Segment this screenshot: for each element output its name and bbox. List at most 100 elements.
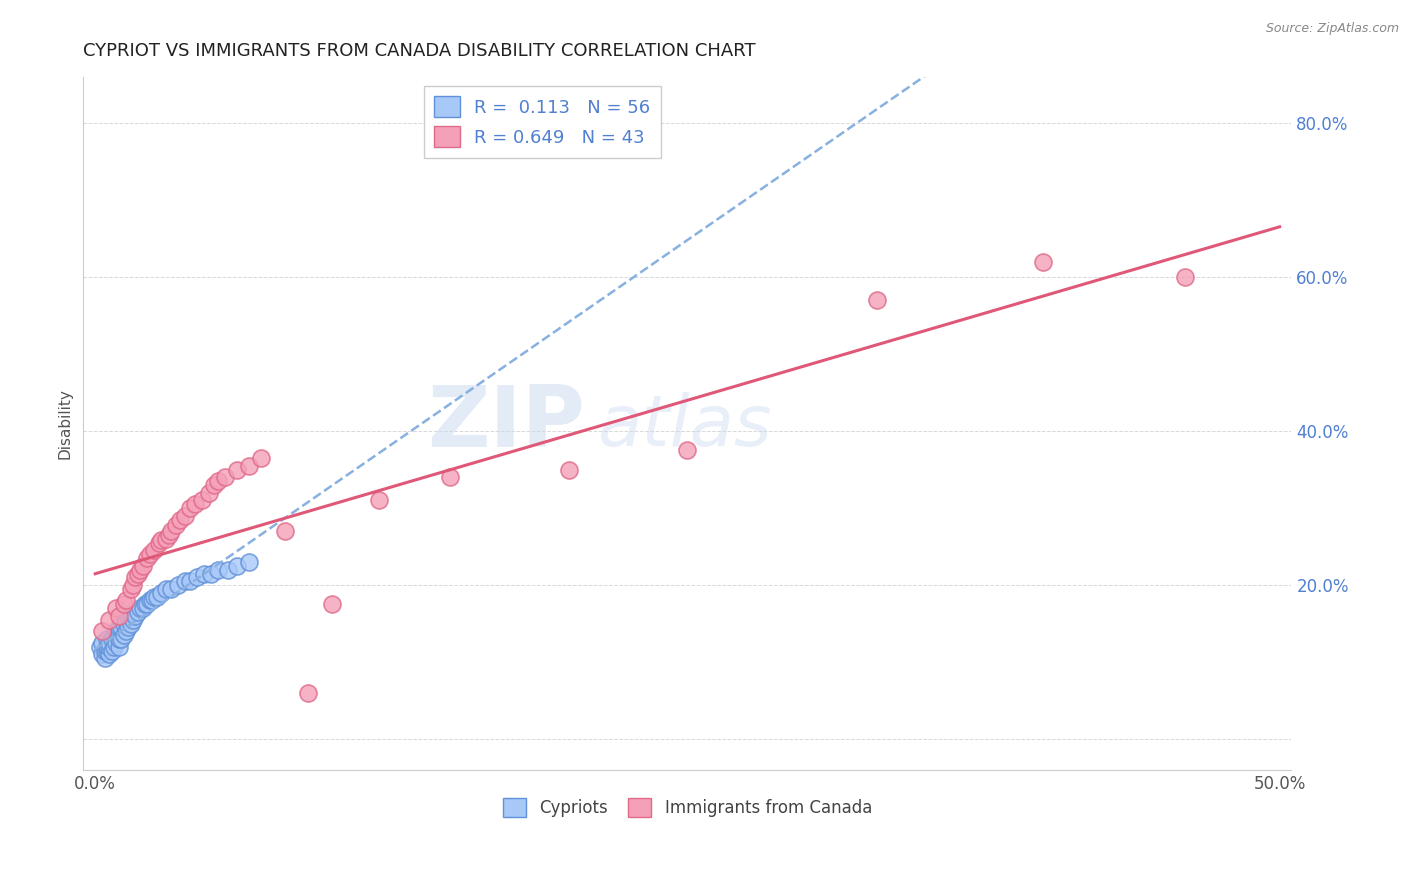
Point <box>89 640 111 654</box>
Point <box>148 535 170 549</box>
Point <box>207 474 229 488</box>
Point <box>127 605 149 619</box>
Point <box>174 508 197 523</box>
Point <box>368 493 391 508</box>
Text: Source: ZipAtlas.com: Source: ZipAtlas.com <box>1265 22 1399 36</box>
Point <box>193 566 215 581</box>
Point <box>321 598 343 612</box>
Point <box>122 613 145 627</box>
Point <box>98 613 121 627</box>
Point <box>115 593 138 607</box>
Point <box>165 518 187 533</box>
Point <box>98 640 121 654</box>
Point <box>131 601 153 615</box>
Point <box>214 470 236 484</box>
Point <box>160 582 183 596</box>
Point <box>124 570 146 584</box>
Point <box>226 558 249 573</box>
Point <box>238 458 260 473</box>
Point <box>105 636 128 650</box>
Point <box>108 632 131 646</box>
Point <box>110 620 132 634</box>
Point <box>183 497 205 511</box>
Point <box>198 485 221 500</box>
Point <box>866 293 889 307</box>
Point <box>190 493 212 508</box>
Point <box>98 636 121 650</box>
Point <box>112 616 135 631</box>
Point <box>167 578 190 592</box>
Point <box>150 533 173 548</box>
Point <box>160 524 183 538</box>
Point <box>91 636 114 650</box>
Point <box>143 543 166 558</box>
Legend: Cypriots, Immigrants from Canada: Cypriots, Immigrants from Canada <box>496 791 879 824</box>
Point <box>120 582 142 596</box>
Text: atlas: atlas <box>596 392 772 461</box>
Point <box>131 558 153 573</box>
Point <box>105 624 128 639</box>
Point <box>186 570 208 584</box>
Point <box>155 532 177 546</box>
Point <box>103 640 125 654</box>
Point <box>179 574 201 589</box>
Point <box>98 648 121 662</box>
Point <box>117 608 139 623</box>
Point <box>141 593 163 607</box>
Y-axis label: Disability: Disability <box>58 388 72 458</box>
Point <box>202 478 225 492</box>
Point <box>136 598 159 612</box>
Point <box>200 566 222 581</box>
Point <box>93 643 115 657</box>
Point <box>103 628 125 642</box>
Point <box>120 608 142 623</box>
Point <box>157 528 180 542</box>
Point <box>96 640 118 654</box>
Point <box>112 628 135 642</box>
Point <box>169 513 191 527</box>
Point <box>115 613 138 627</box>
Point <box>124 608 146 623</box>
Point <box>138 593 160 607</box>
Point <box>145 590 167 604</box>
Point <box>155 582 177 596</box>
Point <box>108 640 131 654</box>
Point <box>108 624 131 639</box>
Point <box>136 551 159 566</box>
Point <box>129 563 152 577</box>
Point <box>138 547 160 561</box>
Point <box>127 566 149 581</box>
Point <box>238 555 260 569</box>
Point <box>143 590 166 604</box>
Point <box>273 524 295 538</box>
Point <box>217 563 239 577</box>
Text: ZIP: ZIP <box>427 382 585 465</box>
Point <box>676 443 699 458</box>
Point <box>93 651 115 665</box>
Point <box>105 601 128 615</box>
Point <box>108 620 131 634</box>
Point <box>96 632 118 646</box>
Point <box>439 470 461 484</box>
Point <box>226 462 249 476</box>
Point <box>174 574 197 589</box>
Point <box>558 462 581 476</box>
Point <box>100 643 122 657</box>
Point <box>129 601 152 615</box>
Point <box>1032 254 1054 268</box>
Point <box>207 563 229 577</box>
Point <box>122 578 145 592</box>
Point <box>91 648 114 662</box>
Point <box>150 586 173 600</box>
Point <box>115 624 138 639</box>
Point <box>110 632 132 646</box>
Point <box>134 598 156 612</box>
Point <box>100 632 122 646</box>
Point <box>96 643 118 657</box>
Point <box>122 605 145 619</box>
Point <box>117 620 139 634</box>
Point <box>297 686 319 700</box>
Point <box>91 624 114 639</box>
Point <box>112 598 135 612</box>
Point <box>250 450 273 465</box>
